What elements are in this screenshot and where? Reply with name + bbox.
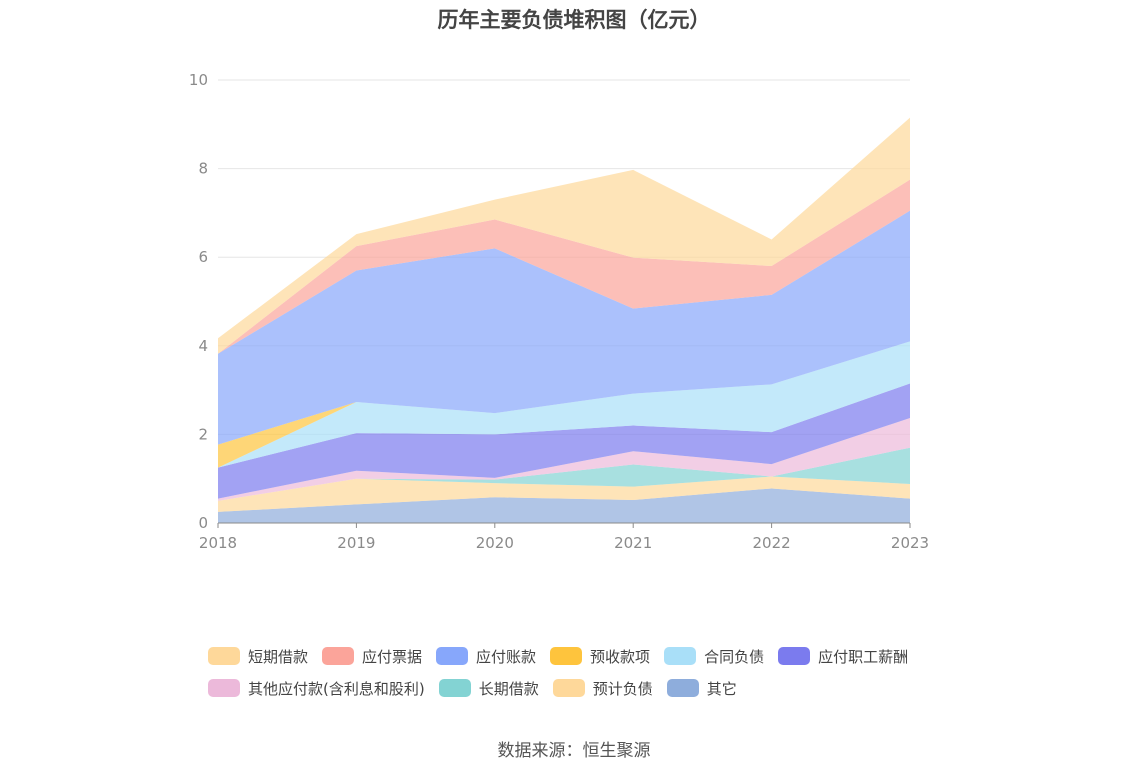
y-tick-label: 0 <box>198 514 208 532</box>
x-tick-label: 2018 <box>199 534 237 552</box>
legend-label: 短期借款 <box>248 647 309 666</box>
legend-label: 合同负债 <box>704 647 765 666</box>
legend-item[interactable]: 预收款项 <box>550 646 650 667</box>
area-series <box>218 117 910 523</box>
legend-label: 其他应付款(含利息和股利) <box>248 679 425 698</box>
legend-label: 应付职工薪酬 <box>818 647 909 666</box>
axes: 0 2 4 6 8 10 2018 2019 2020 2021 2022 2023 <box>189 71 929 552</box>
legend-row-1: 短期借款 应付票据 应付账款 预收款项 合同负债 应付职工薪酬 <box>208 640 968 672</box>
legend-swatch <box>322 647 355 665</box>
legend-item[interactable]: 其它 <box>666 678 737 699</box>
area-应付职工薪酬[interactable] <box>218 383 910 499</box>
legend-label: 其它 <box>706 679 737 698</box>
x-tick-label: 2022 <box>753 534 791 552</box>
y-tick-label: 10 <box>189 71 208 89</box>
legend-item[interactable]: 其他应付款(含利息和股利) <box>208 678 425 699</box>
y-tick-label: 2 <box>198 425 208 443</box>
y-tick-label: 6 <box>198 248 208 266</box>
x-tick-label: 2023 <box>891 534 929 552</box>
legend-item[interactable]: 应付职工薪酬 <box>778 646 908 667</box>
y-tick-label: 4 <box>198 337 208 355</box>
area-长期借款[interactable] <box>218 447 910 501</box>
legend-swatch <box>550 647 583 665</box>
legend-row-2: 其他应付款(含利息和股利) 长期借款 预计负债 其它 <box>208 672 968 704</box>
data-source: 数据来源：恒生聚源 <box>497 741 651 761</box>
stacked-area-chart: 0 2 4 6 8 10 2018 2019 2020 2021 2022 2023 <box>189 71 929 552</box>
area-预计负债[interactable] <box>218 476 910 512</box>
legend-item[interactable]: 应付账款 <box>436 646 536 667</box>
x-tick-label: 2019 <box>337 534 375 552</box>
legend-label: 长期借款 <box>478 679 539 698</box>
legend-swatch <box>778 647 811 665</box>
area-应付票据[interactable] <box>218 179 910 354</box>
legend-item[interactable]: 应付票据 <box>322 646 422 667</box>
legend-label: 应付票据 <box>362 647 423 666</box>
legend: 短期借款 应付票据 应付账款 预收款项 合同负债 应付职工薪酬 其他应付款(含利息和股利)… <box>208 640 968 704</box>
legend-swatch <box>208 647 240 665</box>
legend-swatch <box>664 647 697 665</box>
legend-label: 预收款项 <box>590 647 651 666</box>
x-tick-label: 2020 <box>476 534 514 552</box>
legend-swatch <box>666 679 699 697</box>
legend-label: 应付账款 <box>476 647 537 666</box>
legend-swatch <box>438 679 471 697</box>
legend-item[interactable]: 短期借款 <box>208 646 308 667</box>
x-tick-label: 2021 <box>614 534 652 552</box>
legend-label: 预计负债 <box>592 679 653 698</box>
area-合同负债[interactable] <box>218 341 910 468</box>
area-应付账款[interactable] <box>218 210 910 445</box>
area-短期借款[interactable] <box>218 117 910 354</box>
legend-item[interactable]: 长期借款 <box>438 678 539 699</box>
area-其它[interactable] <box>218 488 910 523</box>
legend-item[interactable]: 预计负债 <box>552 678 653 699</box>
chart-title: 历年主要负债堆积图（亿元） <box>437 8 711 32</box>
legend-swatch <box>552 679 585 697</box>
legend-swatch <box>208 679 240 697</box>
legend-item[interactable]: 合同负债 <box>664 646 764 667</box>
legend-swatch <box>436 647 469 665</box>
y-tick-label: 8 <box>198 160 208 178</box>
